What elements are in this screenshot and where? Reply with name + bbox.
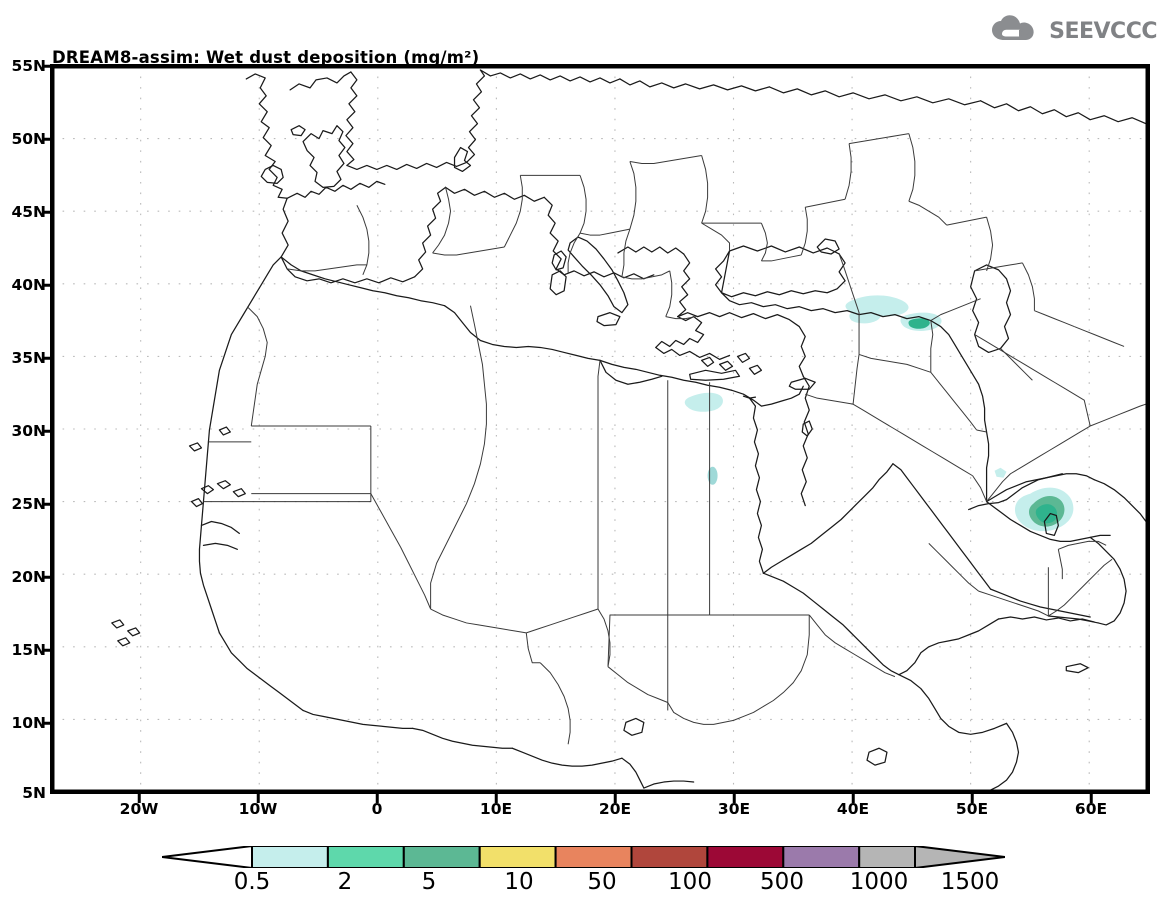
y-tick-20N (42, 575, 51, 579)
y-axis-label-55N: 55N (11, 57, 46, 75)
y-axis-label-30N: 30N (11, 422, 46, 440)
colorbar-label-5: 5 (421, 869, 437, 895)
y-tick-10N (42, 721, 51, 725)
colorbar (162, 846, 1005, 868)
colorbar-label-1000: 1000 (849, 869, 909, 895)
x-tick-10E (494, 794, 498, 803)
y-axis-label-10N: 10N (11, 714, 46, 732)
x-axis-label-50E: 50E (955, 800, 989, 818)
colorbar-band-6 (706, 846, 785, 868)
y-tick-55N (42, 64, 51, 68)
colorbar-band-5 (630, 846, 709, 868)
y-axis-label-5N: 5N (22, 784, 46, 802)
plume-persian-gulf-core2 (1035, 504, 1058, 524)
y-axis-label-15N: 15N (11, 641, 46, 659)
chart-title-line-1: DREAM8-assim: Wet dust deposition (mg/m²… (52, 48, 480, 67)
y-axis-label-20N: 20N (11, 568, 46, 586)
y-tick-25N (42, 502, 51, 506)
x-tick-50E (970, 794, 974, 803)
x-tick-10W (256, 794, 260, 803)
x-tick-60E (1089, 794, 1093, 803)
colorbar-label-10: 10 (504, 869, 534, 895)
x-tick-20W (137, 794, 141, 803)
colorbar-label-2: 2 (337, 869, 353, 895)
plume-egypt-coast (684, 392, 723, 412)
x-tick-40E (851, 794, 855, 803)
y-axis-label-50N: 50N (11, 130, 46, 148)
y-tick-35N (42, 356, 51, 360)
x-tick-30E (732, 794, 736, 803)
colorbar-band-0 (251, 846, 329, 868)
map-gridlines (52, 66, 1148, 792)
colorbar-band-4 (554, 846, 633, 868)
x-axis-label-10E: 10E (479, 800, 513, 818)
colorbar-band-3 (478, 846, 557, 868)
x-axis-label-20E: 20E (598, 800, 632, 818)
map-coastlines (111, 69, 1147, 791)
colorbar-band-7 (782, 846, 861, 868)
x-axis-label-40E: 40E (836, 800, 870, 818)
y-axis-label-45N: 45N (11, 203, 46, 221)
plume-turkey-west2 (849, 310, 881, 324)
colorbar-over-arrow (914, 846, 1005, 868)
colorbar-label-50: 50 (587, 869, 617, 895)
map-frame (52, 66, 1148, 792)
map-country-borders (203, 133, 1147, 745)
x-axis-label-10W: 10W (238, 800, 278, 818)
colorbar-label-1500: 1500 (940, 869, 1000, 895)
y-axis-label-35N: 35N (11, 349, 46, 367)
colorbar-band-1 (326, 846, 405, 868)
logo-text: SEEVCCC (1049, 18, 1157, 44)
map-plot-area (50, 64, 1150, 794)
x-tick-20E (613, 794, 617, 803)
colorbar-band-8 (858, 846, 917, 868)
y-axis-label-25N: 25N (11, 495, 46, 513)
y-tick-40N (42, 283, 51, 287)
plume-turkey-core (908, 318, 930, 329)
colorbar-band-2 (402, 846, 481, 868)
plume-persian-gulf-outer (994, 467, 1007, 478)
colorbar-under-arrow (162, 846, 253, 868)
x-axis-label-20W: 20W (119, 800, 159, 818)
dust-deposition-contours (684, 295, 1074, 532)
y-tick-50N (42, 137, 51, 141)
dust-deposition-map (52, 66, 1148, 792)
colorbar-label-0.5: 0.5 (233, 869, 271, 895)
y-tick-15N (42, 648, 51, 652)
x-tick-0 (375, 794, 379, 803)
x-axis-label-60E: 60E (1074, 800, 1108, 818)
y-tick-30N (42, 429, 51, 433)
colorbar-label-100: 100 (668, 869, 712, 895)
seevccc-logo: SEEVCCC (990, 14, 1157, 48)
y-tick-45N (42, 210, 51, 214)
x-axis-label-0: 0 (371, 800, 383, 818)
colorbar-label-500: 500 (760, 869, 804, 895)
y-axis-label-40N: 40N (11, 276, 46, 294)
x-axis-label-30E: 30E (717, 800, 751, 818)
cloud-icon (990, 14, 1042, 48)
